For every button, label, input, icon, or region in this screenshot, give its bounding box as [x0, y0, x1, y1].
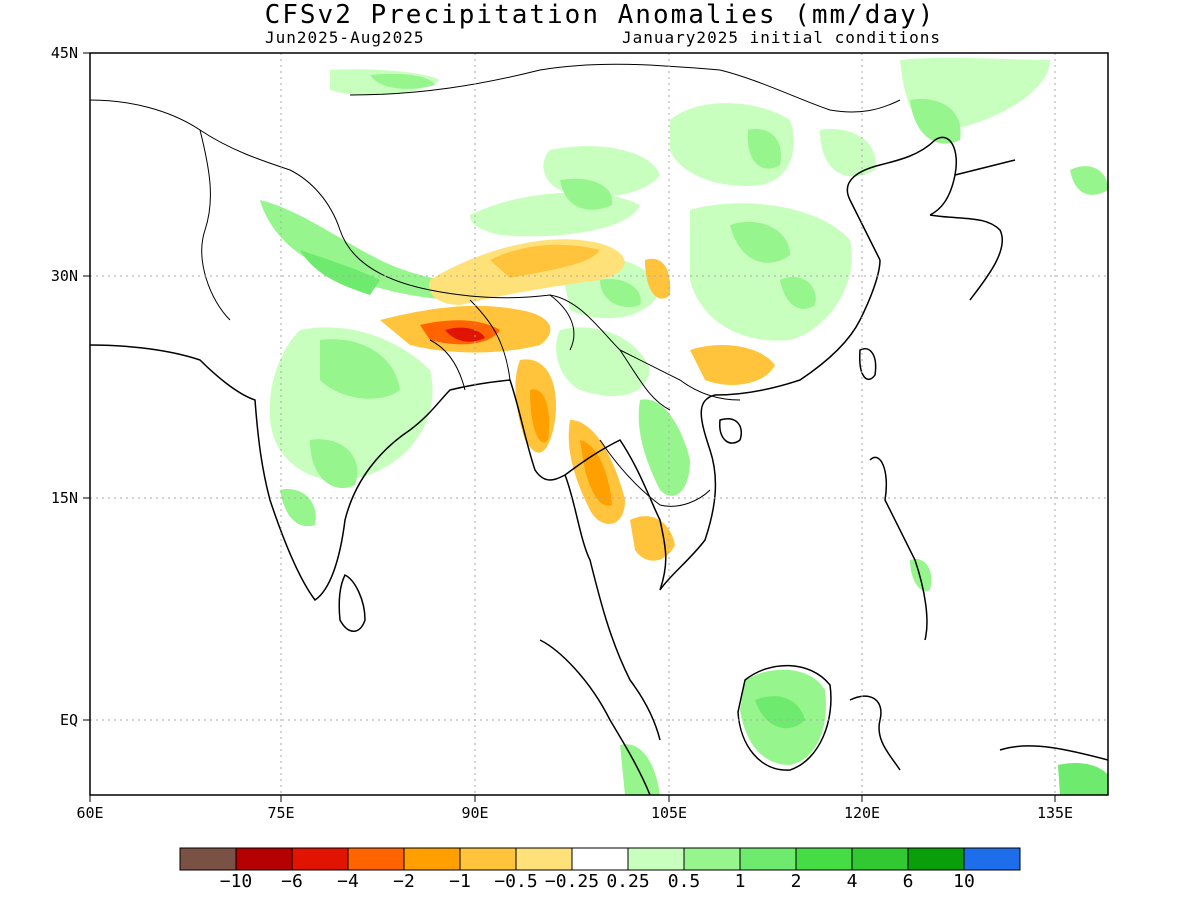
colorbar-swatch — [907, 847, 965, 871]
forecast-period: Jun2025-Aug2025 — [265, 28, 425, 47]
colorbar-swatch — [627, 847, 685, 871]
colorbar-label: 6 — [903, 871, 914, 892]
x-tick-label-120e: 120E — [844, 804, 880, 822]
y-tick-label-30n: 30N — [51, 267, 78, 285]
x-tick-label-135e: 135E — [1037, 804, 1073, 822]
x-tick-label-90e: 90E — [461, 804, 488, 822]
colorbar-swatch — [403, 847, 461, 871]
colorbar-swatch — [459, 847, 517, 871]
colorbar-swatch — [347, 847, 405, 871]
colorbar-swatch — [795, 847, 853, 871]
colorbar-label: −4 — [337, 871, 359, 892]
colorbar-label: 1 — [735, 871, 746, 892]
colorbar-label: 10 — [953, 871, 975, 892]
colorbar-label: −0.25 — [545, 871, 599, 892]
x-tick-label-75e: 75E — [267, 804, 294, 822]
colorbar-swatch — [571, 847, 629, 871]
colorbar: −10 −6 −4 −2 −1 −0.5 −0.25 0.25 0.5 1 2 4 6 10 — [179, 847, 1021, 892]
y-tick-label-eq: EQ — [60, 711, 78, 729]
colorbar-label: −0.5 — [494, 871, 537, 892]
colorbar-swatch — [291, 847, 349, 871]
colorbar-swatch — [739, 847, 797, 871]
colorbar-swatch — [963, 847, 1021, 871]
colorbar-swatch — [235, 847, 293, 871]
map-title: CFSv2 Precipitation Anomalies (mm/day) — [264, 0, 936, 30]
initial-conditions: January2025 initial conditions — [622, 28, 941, 47]
colorbar-swatch — [851, 847, 909, 871]
tick-marks — [83, 52, 1056, 802]
country-borders — [90, 63, 901, 507]
x-tick-label-60e: 60E — [76, 804, 103, 822]
colorbar-swatch — [683, 847, 741, 871]
colorbar-label: −1 — [449, 871, 471, 892]
y-tick-label-45n: 45N — [51, 44, 78, 62]
colorbar-swatch — [515, 847, 573, 871]
y-tick-label-15n: 15N — [51, 489, 78, 507]
gridlines — [90, 53, 1108, 795]
coastlines — [90, 136, 1108, 795]
map-frame — [89, 52, 1109, 796]
colorbar-label: −2 — [393, 871, 415, 892]
colorbar-label: −10 — [220, 871, 253, 892]
colorbar-label: 0.25 — [606, 871, 649, 892]
colorbar-swatch — [179, 847, 237, 871]
colorbar-label: 2 — [791, 871, 802, 892]
colorbar-label: −6 — [281, 871, 303, 892]
colorbar-label: 0.5 — [668, 871, 701, 892]
colorbar-label: 4 — [847, 871, 858, 892]
x-tick-label-105e: 105E — [651, 804, 687, 822]
anomaly-field — [260, 57, 1108, 795]
